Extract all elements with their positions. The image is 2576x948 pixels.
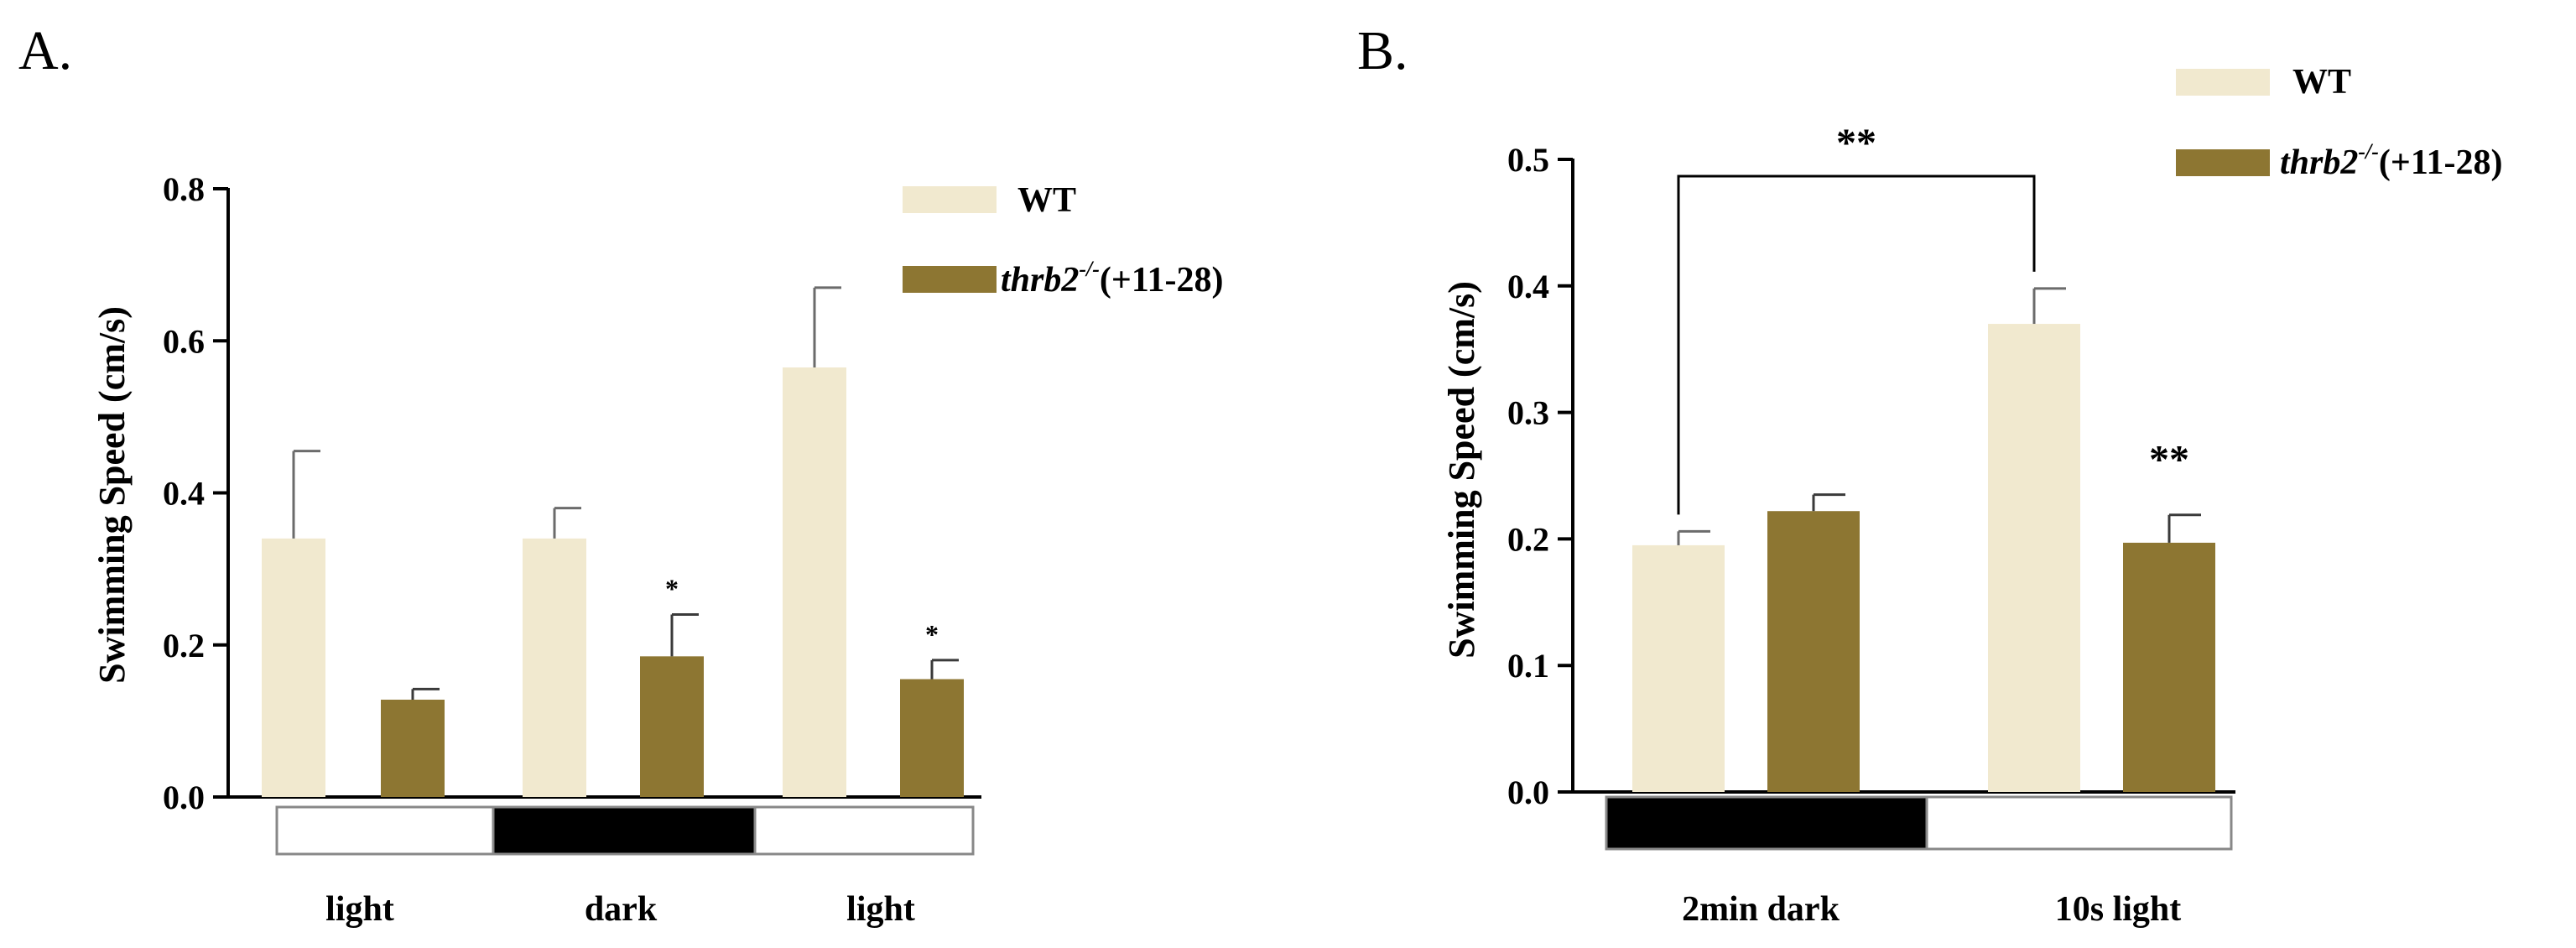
condition-strip-light	[1925, 795, 2233, 851]
panel-b-y-tick-label: 0.0	[1507, 774, 1549, 811]
significance-bracket	[1677, 174, 2036, 515]
bar-mutant	[381, 700, 445, 797]
condition-strip-light	[275, 805, 495, 856]
panel-a-category-label: dark	[585, 890, 658, 929]
panel-b-marks	[1558, 158, 2235, 851]
panel-a-marks	[213, 187, 981, 856]
panel-a-sig-marker: *	[665, 574, 679, 604]
panel-b-y-tick-label: 0.2	[1507, 520, 1549, 558]
panel-a-y-tick-label: 0.0	[163, 779, 205, 816]
panel-a-y-tick-label: 0.6	[163, 322, 205, 360]
panel-b-category-label: 2min dark	[1682, 890, 1840, 929]
panel-b-y-tick-label: 0.4	[1507, 268, 1549, 305]
panel-a-legend-swatch-wt	[903, 186, 997, 213]
panel-a-y-axis-title: Swimming Speed (cm/s)	[91, 306, 133, 684]
condition-strip-dark	[492, 805, 757, 856]
panel-a-y-tick-label: 0.8	[163, 170, 205, 208]
panel-b-sig-marker: **	[2149, 438, 2189, 482]
bar-wt	[523, 538, 586, 797]
panel-a-category-label: light	[325, 890, 394, 929]
bar-wt	[1988, 324, 2080, 792]
panel-b-legend: WT thrb2-/-(+11-28)	[2176, 63, 2503, 182]
bar-mutant	[640, 656, 704, 797]
panel-a-label: A.	[18, 20, 72, 81]
bar-mutant	[900, 679, 964, 797]
panel-a-category-labels: light dark light	[325, 890, 915, 929]
panel-a-legend: WT thrb2-/-(+11-28)	[903, 181, 1224, 300]
bar-wt	[262, 538, 325, 797]
panel-a-sig-marker: *	[925, 619, 939, 649]
panel-a-y-tick-label: 0.2	[163, 627, 205, 664]
panel-b-y-axis-title: Swimming Speed (cm/s)	[1441, 281, 1482, 659]
panel-a-legend-label-mut: thrb2-/-(+11-28)	[1001, 257, 1224, 300]
panel-b-legend-label-wt: WT	[2292, 63, 2351, 102]
panel-b-legend-swatch-mut	[2176, 149, 2270, 176]
condition-strip-dark	[1605, 795, 1928, 851]
panel-a-annotations: * *	[665, 574, 939, 649]
panel-b: B. Swimming Speed (cm/s) 0.0 0.1 0.2 0.3…	[1357, 20, 2503, 929]
panel-b-category-labels: 2min dark 10s light	[1682, 890, 2181, 929]
panel-b-y-tick-label: 0.3	[1507, 394, 1549, 432]
panel-b-y-tick-label: 0.5	[1507, 141, 1549, 179]
panel-b-legend-swatch-wt	[2176, 69, 2270, 96]
panel-a-y-tick-label: 0.4	[163, 475, 205, 513]
panel-b-y-tick-labels: 0.0 0.1 0.2 0.3 0.4 0.5	[1507, 141, 1549, 811]
bar-wt	[783, 367, 846, 797]
panel-b-y-tick-label: 0.1	[1507, 647, 1549, 685]
panel-a-y-tick-labels: 0.0 0.2 0.4 0.6 0.8	[163, 170, 205, 816]
bar-mutant	[1767, 511, 1860, 792]
panel-a-legend-label-wt: WT	[1017, 181, 1076, 220]
panel-b-bracket-label: **	[1836, 121, 1876, 165]
panel-b-category-label: 10s light	[2055, 890, 2182, 929]
panel-a-legend-swatch-mut	[903, 266, 997, 293]
condition-strip-light	[753, 805, 975, 856]
panel-a-category-label: light	[846, 890, 915, 929]
panel-b-label: B.	[1357, 20, 1408, 81]
panel-b-annotations: ** **	[1836, 121, 2189, 482]
panel-b-legend-label-mut: thrb2-/-(+11-28)	[2280, 139, 2503, 182]
panel-a: A. Swimming Speed (cm/s) 0.0 0.2 0.4 0.6…	[18, 20, 1224, 929]
bar-wt	[1632, 544, 1725, 792]
bar-mutant	[2123, 542, 2215, 792]
